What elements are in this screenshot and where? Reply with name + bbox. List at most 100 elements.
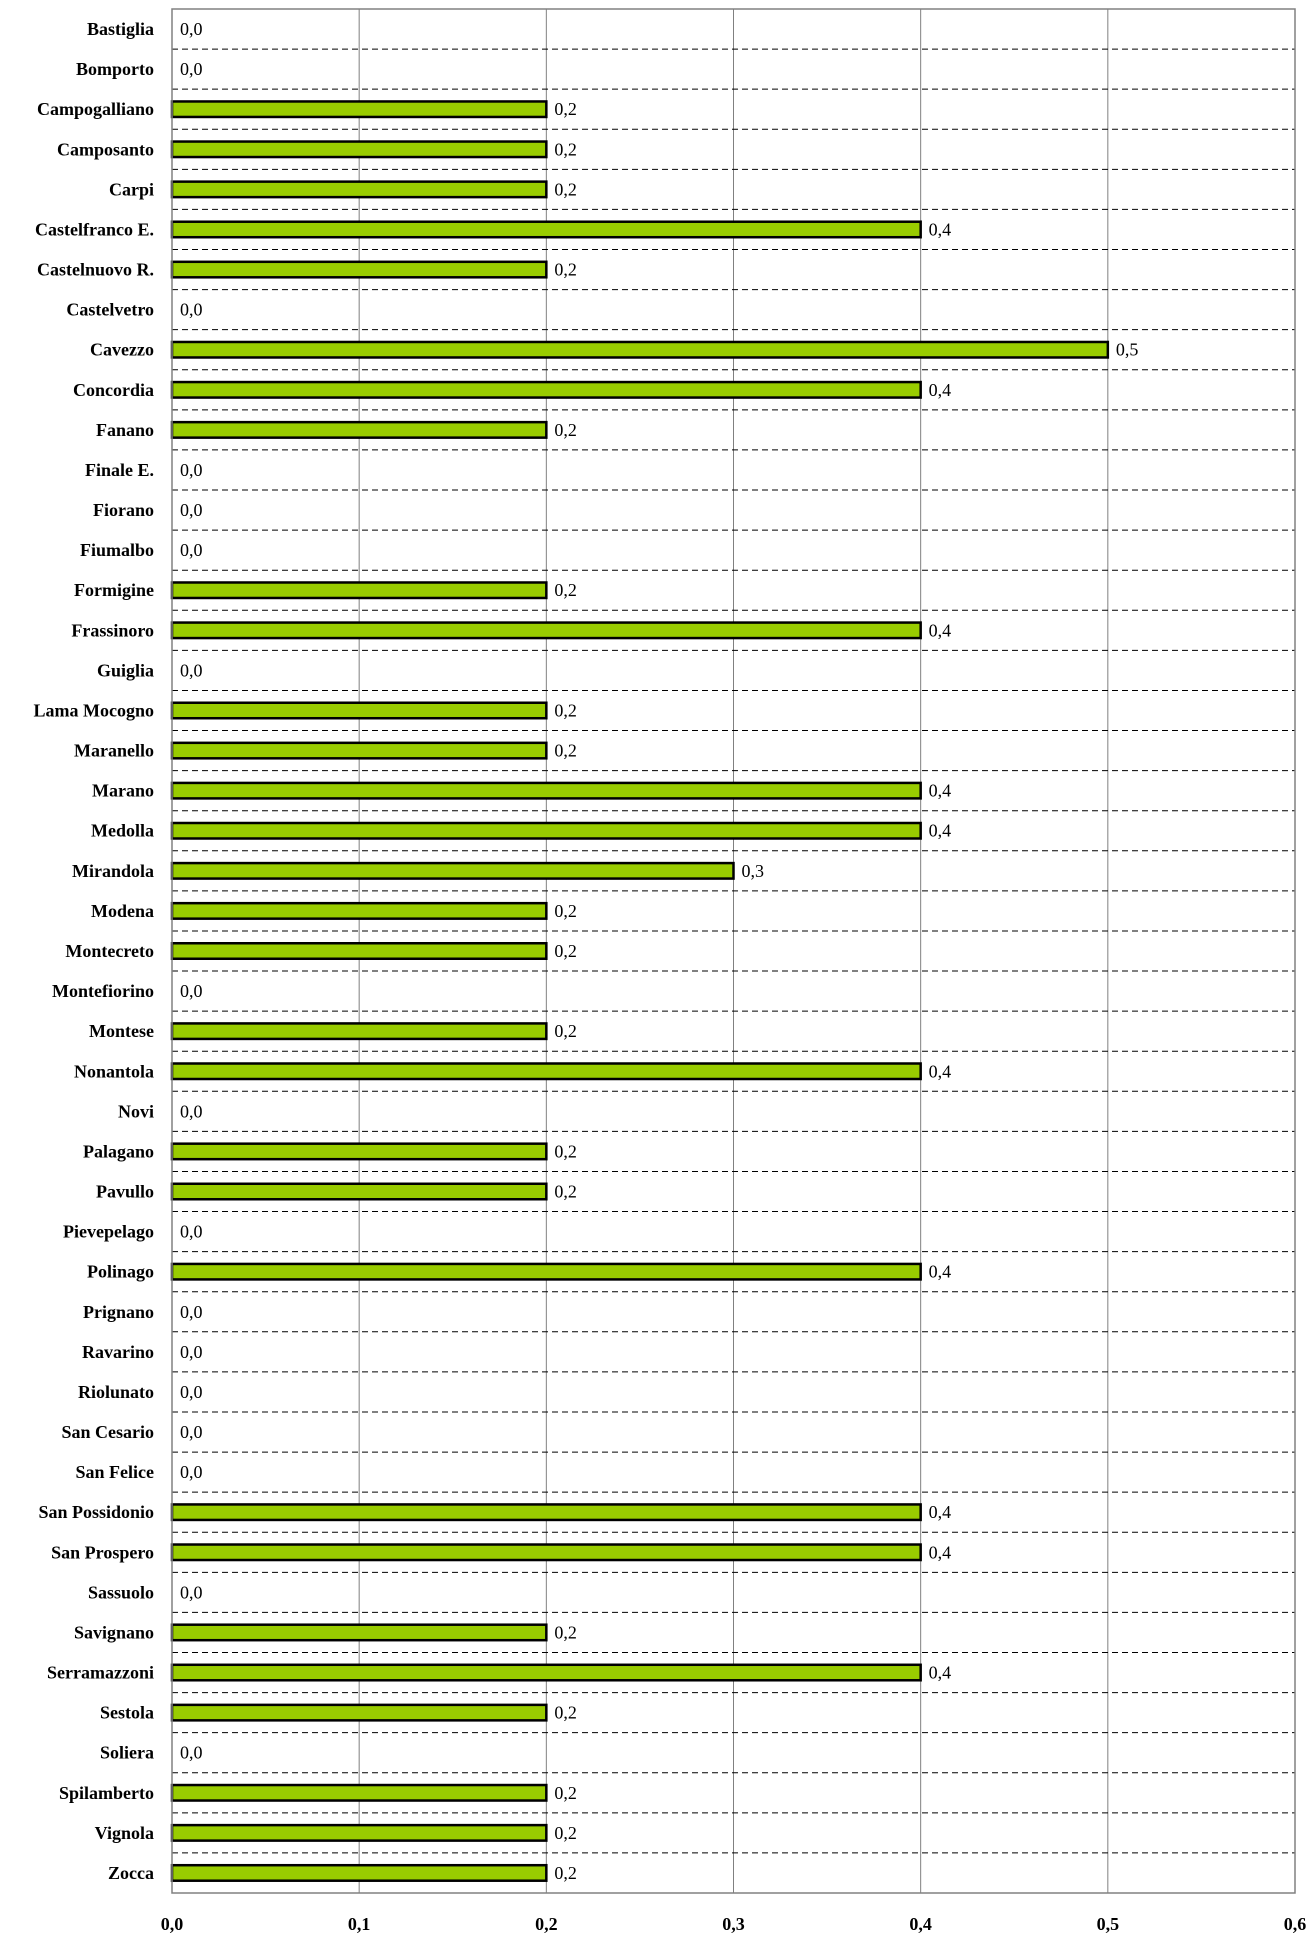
data-label: 0,0 — [180, 540, 203, 560]
bar — [170, 701, 548, 720]
x-tick-label: 0,2 — [535, 1914, 558, 1934]
category-label: Montecreto — [65, 941, 154, 961]
bar — [170, 861, 735, 880]
category-label: Palagano — [83, 1141, 154, 1161]
x-tick-label: 0,4 — [909, 1914, 932, 1934]
bar — [170, 1823, 548, 1842]
category-label: San Prospero — [51, 1542, 154, 1562]
data-label: 0,4 — [929, 1061, 952, 1081]
category-label: Frassinoro — [71, 620, 154, 640]
data-label: 0,0 — [180, 1342, 203, 1362]
category-label: Castelvetro — [66, 300, 154, 320]
bars — [170, 100, 1110, 1882]
bar — [170, 942, 548, 960]
bar — [170, 1062, 922, 1081]
data-label: 0,2 — [554, 1783, 577, 1803]
bar — [170, 741, 548, 760]
category-label: Medolla — [91, 821, 154, 841]
data-label: 0,4 — [929, 620, 952, 640]
category-label: Finale E. — [85, 460, 154, 480]
data-label: 0,0 — [180, 460, 203, 480]
category-label: San Possidonio — [38, 1502, 154, 1522]
data-label: 0,2 — [554, 420, 577, 440]
data-label: 0,2 — [554, 1021, 577, 1041]
bar — [170, 420, 548, 439]
data-label: 0,4 — [929, 1262, 952, 1282]
data-label: 0,0 — [180, 1422, 203, 1442]
category-label: Campogalliano — [37, 99, 154, 119]
data-label: 0,2 — [554, 139, 577, 159]
bar — [170, 1663, 922, 1682]
category-label: Prignano — [83, 1302, 154, 1322]
category-label: Castelnuovo R. — [37, 260, 154, 280]
data-label: 0,4 — [929, 781, 952, 801]
data-label: 0,2 — [554, 179, 577, 199]
category-label: Novi — [118, 1101, 154, 1121]
category-label: Concordia — [73, 380, 154, 400]
data-label: 0,0 — [180, 1382, 203, 1402]
data-label: 0,4 — [929, 821, 952, 841]
bar — [170, 581, 548, 600]
data-label: 0,4 — [929, 1542, 952, 1562]
category-label: Savignano — [74, 1622, 154, 1642]
data-label: 0,2 — [554, 1182, 577, 1202]
x-tick-label: 0,3 — [722, 1914, 745, 1934]
bar — [170, 100, 548, 119]
data-label: 0,0 — [180, 19, 203, 39]
category-label: Vignola — [95, 1823, 154, 1843]
category-label: Camposanto — [57, 139, 154, 159]
x-tick-label: 0,6 — [1284, 1914, 1307, 1934]
bar — [170, 821, 922, 840]
bar — [170, 1022, 548, 1041]
category-label: San Felice — [76, 1462, 155, 1482]
bar — [170, 380, 922, 399]
x-tick-label: 0,0 — [161, 1914, 184, 1934]
data-label: 0,2 — [554, 260, 577, 280]
category-label: Riolunato — [78, 1382, 154, 1402]
data-label: 0,2 — [554, 741, 577, 761]
bar — [170, 140, 548, 159]
data-label: 0,0 — [180, 1101, 203, 1121]
data-label: 0,2 — [554, 901, 577, 921]
bar — [170, 621, 922, 640]
category-label: Mirandola — [72, 861, 154, 881]
data-label: 0,4 — [929, 219, 952, 239]
category-label: Zocca — [108, 1863, 154, 1883]
category-label: Guiglia — [97, 660, 154, 680]
data-label: 0,4 — [929, 380, 952, 400]
data-label: 0,0 — [180, 1222, 203, 1242]
bar — [170, 1262, 922, 1281]
data-label: 0,3 — [742, 861, 765, 881]
category-labels: Bastiglia Bomporto Campogalliano Camposanto… — [34, 19, 155, 1883]
data-label: 0,2 — [554, 99, 577, 119]
bar — [170, 1623, 548, 1642]
category-label: Serramazzoni — [47, 1663, 154, 1683]
data-label: 0,2 — [554, 700, 577, 720]
data-labels: 0,0 0,0 0,2 0,2 0,2 0,4 0,2 0,0 0,5 0,4 0,2 0,0 0,0 0… — [180, 19, 1138, 1883]
data-label: 0,2 — [554, 1703, 577, 1723]
category-label: Lama Mocogno — [34, 700, 155, 720]
data-label: 0,2 — [554, 1863, 577, 1883]
data-label: 0,0 — [180, 1462, 203, 1482]
bar — [170, 1543, 922, 1562]
plot-frame — [171, 8, 1296, 1894]
category-label: Modena — [91, 901, 154, 921]
category-label: Fiorano — [93, 500, 154, 520]
grid-lines — [172, 9, 1295, 1893]
bar — [170, 781, 922, 800]
bar — [170, 1503, 922, 1522]
data-label: 0,0 — [180, 1582, 203, 1602]
category-label: Fiumalbo — [80, 540, 154, 560]
category-label: Pievepelago — [63, 1222, 154, 1242]
category-label: Cavezzo — [90, 340, 154, 360]
category-label: Castelfranco E. — [35, 219, 154, 239]
category-label: Polinago — [87, 1262, 154, 1282]
bar — [170, 260, 548, 279]
category-label: Spilamberto — [59, 1783, 154, 1803]
category-label: Formigine — [74, 580, 154, 600]
bar — [170, 180, 548, 199]
category-label: Carpi — [109, 179, 154, 199]
category-label: Fanano — [96, 420, 154, 440]
category-label: Maranello — [74, 741, 154, 761]
